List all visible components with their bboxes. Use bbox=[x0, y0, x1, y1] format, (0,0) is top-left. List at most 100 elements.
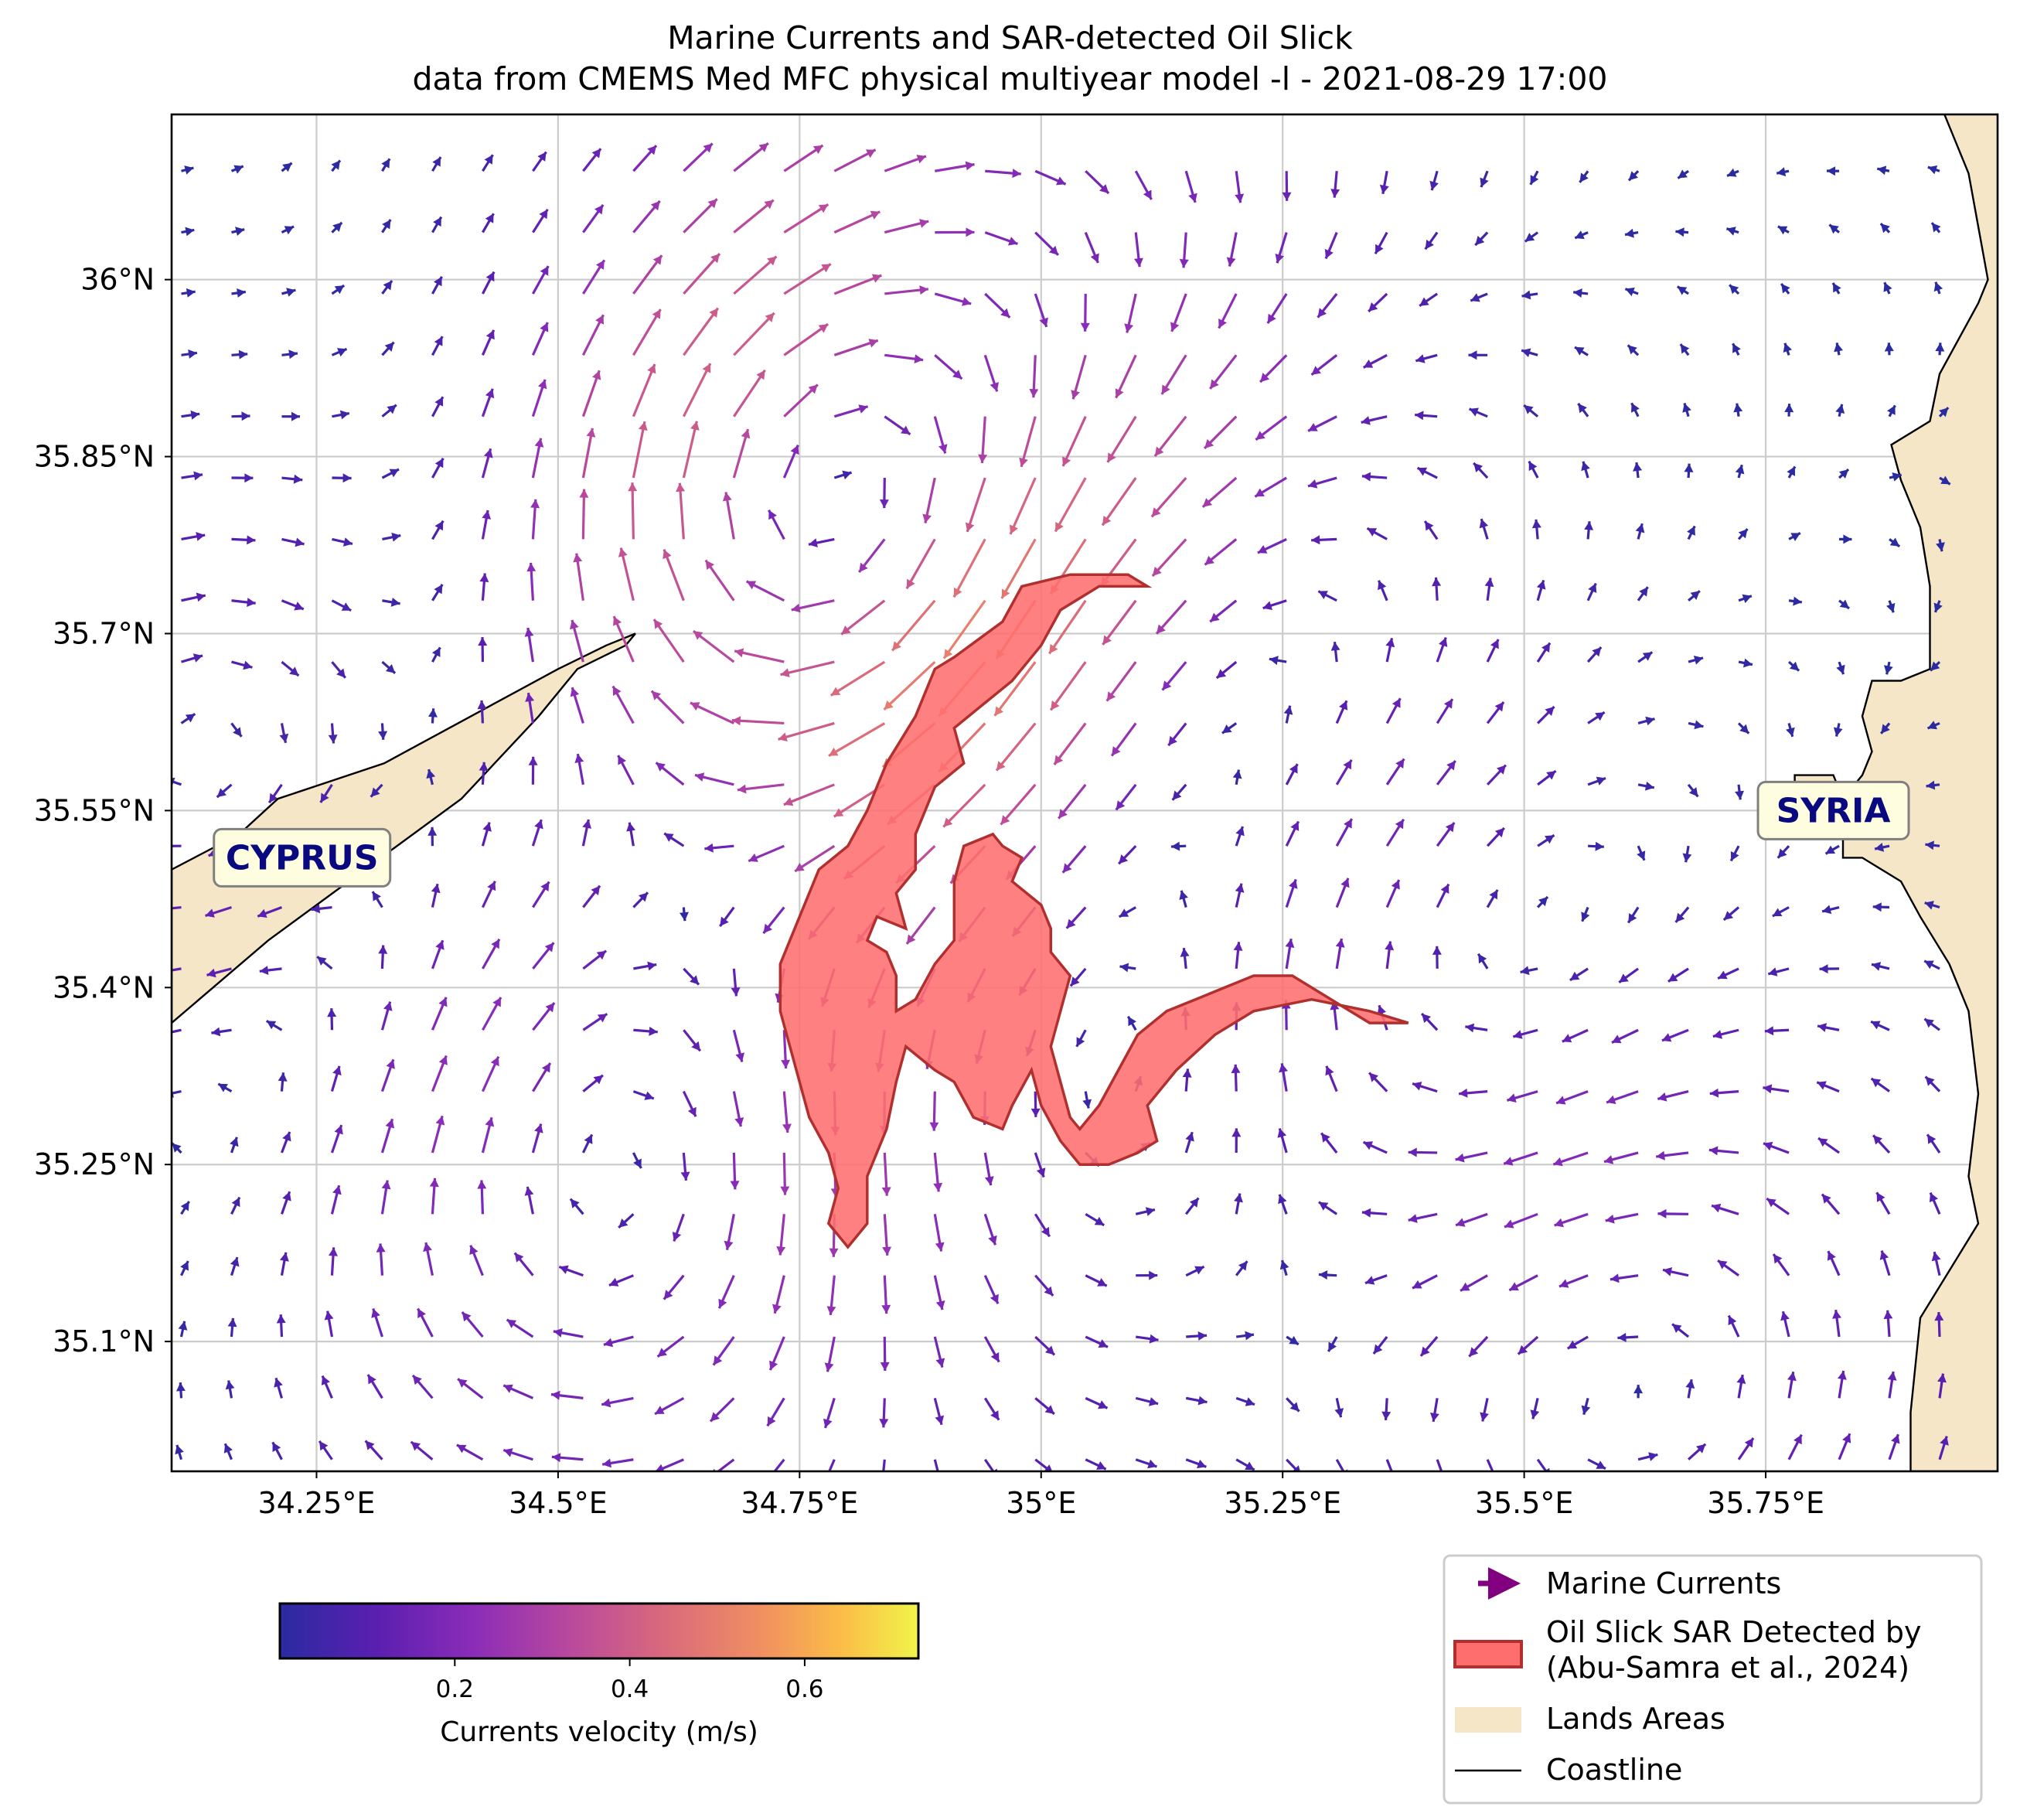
current-arrow bbox=[833, 274, 882, 295]
current-arrow bbox=[1587, 776, 1606, 786]
current-arrow bbox=[1930, 222, 1941, 233]
current-arrow bbox=[1105, 661, 1137, 702]
current-arrow bbox=[1102, 599, 1137, 646]
current-arrow bbox=[1415, 353, 1438, 363]
current-arrow bbox=[1787, 1372, 1797, 1399]
current-arrow bbox=[993, 661, 1037, 717]
current-arrow bbox=[783, 322, 829, 356]
current-arrow bbox=[1817, 1023, 1840, 1032]
current-arrow bbox=[181, 165, 194, 175]
current-arrow bbox=[1675, 227, 1689, 237]
current-arrow bbox=[1233, 942, 1243, 970]
current-arrow bbox=[1429, 170, 1439, 191]
current-arrow bbox=[1335, 700, 1348, 724]
current-arrow bbox=[791, 599, 835, 613]
current-arrow bbox=[781, 1030, 791, 1069]
current-arrow bbox=[479, 762, 489, 785]
current-arrow bbox=[632, 254, 663, 295]
current-arrow bbox=[1605, 1212, 1639, 1224]
current-arrow bbox=[1186, 1331, 1208, 1341]
current-arrow bbox=[632, 421, 648, 479]
current-arrow bbox=[828, 1459, 836, 1471]
current-arrow bbox=[933, 1152, 943, 1192]
current-arrow bbox=[712, 1336, 735, 1366]
current-arrow bbox=[922, 477, 936, 523]
current-arrow bbox=[1455, 1151, 1488, 1163]
current-arrow bbox=[1101, 477, 1137, 527]
current-arrow bbox=[1763, 1141, 1790, 1154]
current-arrow bbox=[1764, 1026, 1790, 1036]
current-arrow bbox=[1362, 353, 1388, 369]
current-arrow bbox=[905, 906, 936, 945]
current-arrow bbox=[1503, 1151, 1538, 1166]
current-arrow bbox=[1938, 1436, 1949, 1460]
current-arrow bbox=[1558, 1274, 1589, 1288]
current-arrow bbox=[683, 1029, 702, 1052]
current-arrow bbox=[1826, 166, 1840, 176]
current-arrow bbox=[380, 1180, 391, 1215]
current-arrow bbox=[431, 216, 443, 233]
current-arrow bbox=[381, 158, 391, 172]
current-arrow bbox=[1618, 967, 1640, 984]
current-arrow bbox=[734, 648, 785, 663]
longitude-axis: 34.25°E 34.5°E 34.75°E 35°E 35.25°E 35.5°E 35.… bbox=[258, 1471, 1824, 1520]
current-arrow bbox=[381, 660, 397, 674]
legend-label-currents: Marine Currents bbox=[1546, 1566, 1781, 1600]
current-arrow bbox=[1838, 468, 1850, 479]
current-arrow bbox=[731, 716, 785, 726]
current-arrow bbox=[280, 1252, 289, 1276]
current-arrow bbox=[381, 468, 400, 479]
current-arrow bbox=[532, 942, 555, 970]
current-arrow bbox=[1679, 343, 1690, 356]
current-arrow bbox=[1470, 292, 1488, 302]
current-arrow bbox=[1838, 1370, 1847, 1399]
current-arrow bbox=[1054, 477, 1087, 533]
current-arrows bbox=[172, 142, 1951, 1471]
current-arrow bbox=[1034, 169, 1067, 186]
current-arrow bbox=[1554, 1212, 1589, 1228]
current-arrow bbox=[1374, 231, 1388, 255]
current-arrow bbox=[780, 1152, 790, 1195]
current-arrow bbox=[1330, 642, 1340, 663]
current-arrow bbox=[1872, 1134, 1891, 1154]
current-arrow bbox=[482, 154, 494, 172]
current-arrow bbox=[532, 1062, 552, 1092]
current-arrow bbox=[227, 1317, 237, 1338]
current-arrow bbox=[532, 151, 547, 172]
current-arrow bbox=[1061, 845, 1087, 874]
current-arrow bbox=[1310, 354, 1338, 376]
current-arrow bbox=[1537, 833, 1555, 847]
current-arrow bbox=[1327, 1336, 1338, 1352]
current-arrow bbox=[1255, 415, 1288, 441]
current-arrow bbox=[1423, 520, 1439, 540]
current-arrow bbox=[331, 661, 347, 679]
current-arrow bbox=[1236, 1331, 1255, 1341]
chart-title: Marine Currents and SAR-detected Oil Sli… bbox=[667, 19, 1353, 56]
current-arrow bbox=[733, 142, 769, 172]
current-arrow bbox=[808, 537, 835, 547]
current-arrow bbox=[672, 1213, 685, 1242]
current-arrow bbox=[1780, 1310, 1790, 1338]
current-arrow bbox=[1486, 764, 1507, 786]
current-arrow bbox=[1069, 967, 1087, 987]
current-arrow bbox=[1455, 1212, 1488, 1227]
current-arrow bbox=[632, 363, 656, 418]
current-arrow bbox=[632, 891, 649, 908]
current-arrow bbox=[1506, 1090, 1538, 1103]
current-arrow bbox=[1667, 967, 1689, 983]
current-arrow bbox=[1061, 416, 1087, 467]
current-arrow bbox=[1883, 1310, 1893, 1338]
current-arrow bbox=[1884, 343, 1894, 356]
current-arrow bbox=[431, 276, 443, 295]
current-arrow bbox=[1726, 168, 1739, 177]
current-arrow bbox=[281, 537, 305, 547]
current-arrow bbox=[929, 1091, 939, 1131]
current-arrow bbox=[880, 1337, 890, 1372]
current-arrow bbox=[933, 1336, 945, 1368]
current-arrow bbox=[582, 1074, 604, 1092]
current-arrow bbox=[1637, 586, 1649, 602]
current-arrow bbox=[1408, 1147, 1438, 1157]
current-arrow bbox=[1085, 1335, 1109, 1348]
lat-tick-label: 35.25°N bbox=[34, 1147, 155, 1181]
current-arrow bbox=[1480, 1398, 1489, 1422]
